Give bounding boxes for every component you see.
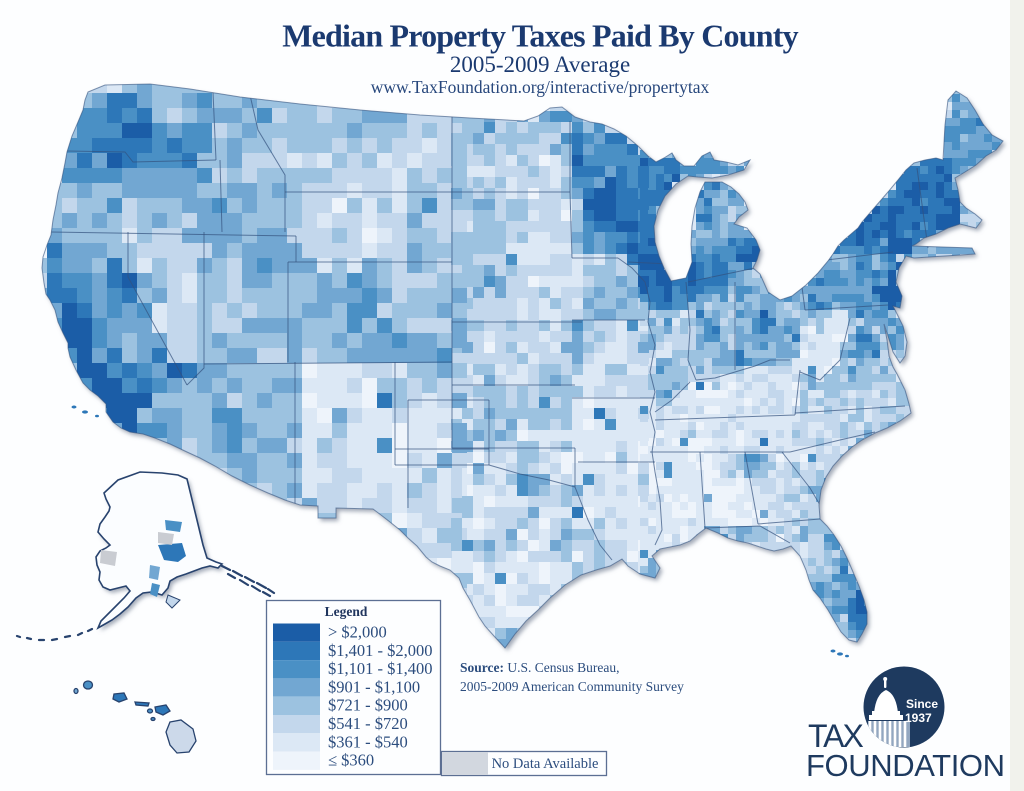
svg-text:2005-2009 American Community S: 2005-2009 American Community Survey — [460, 679, 684, 694]
svg-text:≤ $360: ≤ $360 — [328, 751, 374, 770]
svg-text:TAX: TAX — [808, 718, 864, 754]
svg-text:Since: Since — [906, 697, 938, 711]
svg-text:Median Property Taxes Paid By: Median Property Taxes Paid By County — [282, 18, 798, 54]
svg-text:$1,401 - $2,000: $1,401 - $2,000 — [328, 641, 433, 660]
svg-text:$901 - $1,100: $901 - $1,100 — [328, 677, 420, 696]
svg-text:2005-2009 Average: 2005-2009 Average — [450, 52, 630, 77]
svg-text:No Data Available: No Data Available — [492, 756, 599, 772]
svg-text:Source: U.S. Census Bureau,: Source: U.S. Census Bureau, — [460, 660, 620, 675]
svg-text:$541 - $720: $541 - $720 — [328, 714, 408, 733]
svg-text:www.TaxFoundation.org/interact: www.TaxFoundation.org/interactive/proper… — [371, 77, 710, 97]
svg-text:Legend: Legend — [325, 604, 368, 619]
svg-text:1937: 1937 — [905, 711, 932, 725]
svg-text:FOUNDATION: FOUNDATION — [806, 748, 1005, 783]
svg-text:$721 - $900: $721 - $900 — [328, 696, 408, 715]
svg-text:$361 - $540: $361 - $540 — [328, 732, 408, 751]
svg-text:$1,101 - $1,400: $1,101 - $1,400 — [328, 659, 433, 678]
svg-text:> $2,000: > $2,000 — [328, 623, 387, 642]
